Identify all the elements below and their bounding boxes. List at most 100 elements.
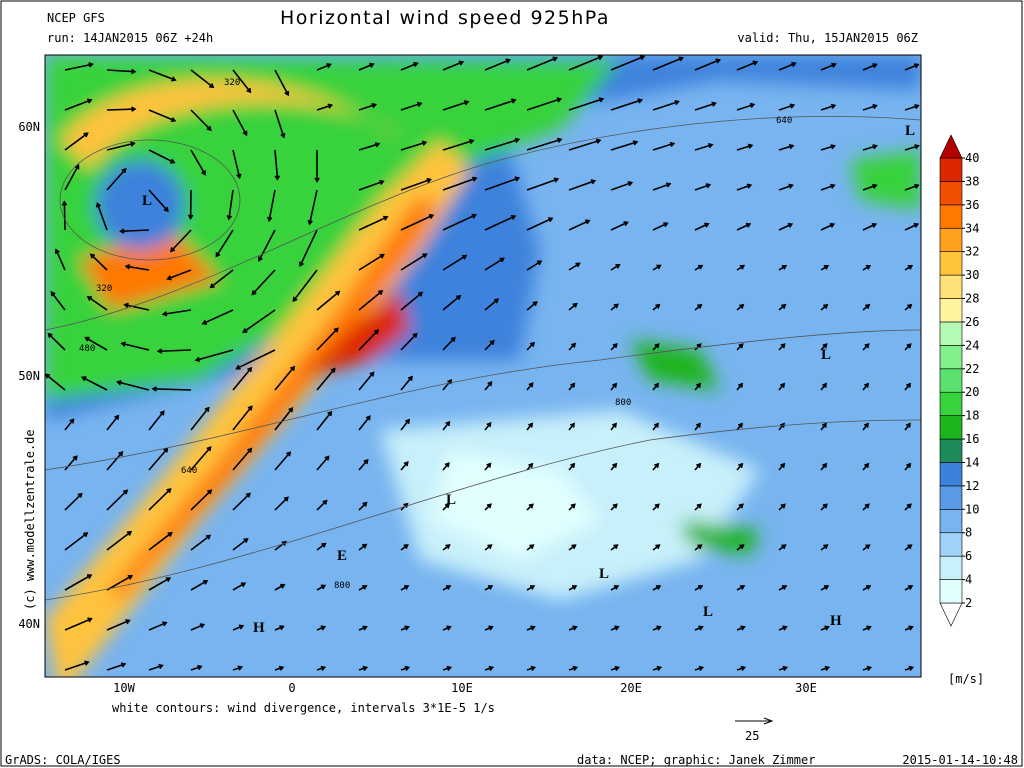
pressure-label: L	[446, 492, 456, 508]
wind-arrow-head	[247, 366, 253, 373]
wind-arrow-head	[697, 264, 704, 270]
wind-arrow-head	[122, 489, 129, 495]
wind-arrow-head	[362, 584, 368, 590]
wind-arrow	[484, 99, 516, 111]
wind-arrow-head	[61, 200, 68, 206]
colorbar-box	[939, 579, 963, 604]
wind-arrow-head	[613, 544, 619, 550]
wind-arrow-head	[378, 289, 384, 296]
wind-arrow-head	[627, 181, 634, 187]
wind-arrow	[652, 222, 668, 231]
wind-arrow-head	[906, 343, 912, 349]
wind-arrow-head	[307, 219, 313, 226]
wind-arrow-head	[170, 117, 177, 123]
wind-arrow-head	[463, 100, 470, 106]
wind-arrow	[190, 580, 208, 591]
wind-arrow	[526, 138, 562, 151]
wind-arrow	[148, 109, 176, 122]
wind-arrow-head	[781, 544, 787, 550]
wind-arrow-head	[74, 164, 80, 170]
wind-arrow	[820, 145, 835, 151]
pressure-label: L	[142, 193, 152, 209]
wind-arrow	[610, 221, 628, 231]
wind-arrow-head	[529, 341, 536, 347]
wind-arrow-head	[654, 462, 660, 469]
wind-arrow-head	[169, 247, 176, 253]
colorbar-box	[939, 251, 963, 276]
wind-arrow-head	[87, 574, 93, 580]
wind-arrow-head	[511, 98, 517, 104]
wind-arrow-head	[247, 447, 253, 453]
valid: valid: Thu, 15JAN2015 06Z	[737, 31, 918, 45]
contour-label: 320	[224, 78, 240, 88]
wind-arrow-head	[95, 202, 102, 208]
lon-label: 20E	[620, 681, 642, 695]
wind-arrow	[274, 149, 279, 180]
wind-arrow-head	[243, 538, 249, 543]
field-calm	[430, 450, 600, 560]
lat-label: 60N	[18, 120, 40, 134]
wind-arrow-head	[161, 311, 168, 317]
wind-field	[45, 55, 921, 677]
wind-arrow-head	[444, 503, 451, 509]
wind-arrow	[442, 214, 476, 231]
wind-arrow-head	[280, 133, 286, 139]
wind-arrow-head	[369, 371, 375, 377]
wind-arrow-head	[237, 665, 244, 671]
wind-arrow	[148, 69, 176, 81]
wind-arrow-head	[417, 291, 424, 297]
wind-arrow	[232, 582, 246, 591]
wind-arrow-head	[696, 382, 702, 388]
wind-arrow-head	[752, 60, 759, 66]
wind-arrow-head	[866, 625, 872, 631]
wind-arrow	[190, 149, 206, 175]
wind-arrow-head	[865, 544, 871, 550]
wind-arrow-head	[914, 183, 920, 189]
wind-arrow	[85, 336, 108, 351]
wind-arrow	[45, 373, 66, 391]
wind-arrow-head	[829, 222, 836, 228]
wind-arrow-head	[444, 462, 450, 468]
wind-arrow	[862, 145, 877, 151]
wind-arrow	[106, 108, 136, 111]
wind-arrow	[106, 619, 130, 631]
model: NCEP GFS	[47, 11, 105, 25]
wind-arrow	[358, 502, 367, 511]
wind-arrow	[442, 101, 469, 111]
wind-arrow-head	[570, 342, 577, 348]
wind-arrow-head	[84, 660, 90, 666]
wind-arrow-head	[201, 319, 208, 325]
wind-arrow	[190, 665, 202, 671]
wind-arrow-head	[711, 101, 717, 107]
wind-arrow-head	[569, 422, 575, 428]
wind-arrow-head	[864, 462, 870, 469]
wind-arrow	[163, 309, 192, 316]
wind-arrow-head	[872, 144, 878, 150]
colorbar-box	[939, 485, 963, 510]
wind-arrow-head	[284, 90, 290, 97]
wind-arrow-head	[171, 76, 177, 82]
wind-arrow-head	[279, 625, 285, 631]
wind-arrow-head	[131, 106, 137, 112]
wind-arrow	[442, 379, 452, 391]
wind-arrow	[400, 292, 423, 311]
wind-arrow-head	[471, 213, 477, 219]
wind-arrow	[258, 229, 276, 261]
wind-arrow	[274, 366, 295, 391]
wind-arrow	[82, 376, 108, 391]
wind-arrow-head	[416, 101, 423, 107]
wind-arrow-head	[824, 665, 831, 672]
wind-arrow-head	[907, 264, 914, 270]
wind-arrow-head	[281, 540, 287, 546]
wind-arrow	[862, 223, 877, 231]
wind-arrow-head	[612, 462, 618, 469]
colorbar-box	[939, 509, 963, 534]
wind-arrow-head	[412, 332, 418, 338]
wind-arrow-head	[907, 303, 913, 309]
contour-line	[45, 419, 921, 601]
wind-arrow-head	[201, 170, 206, 176]
wind-arrow-head	[84, 336, 90, 342]
wind-arrow-head	[404, 625, 410, 631]
wind-arrow	[50, 291, 66, 311]
wind-arrow	[568, 262, 580, 271]
